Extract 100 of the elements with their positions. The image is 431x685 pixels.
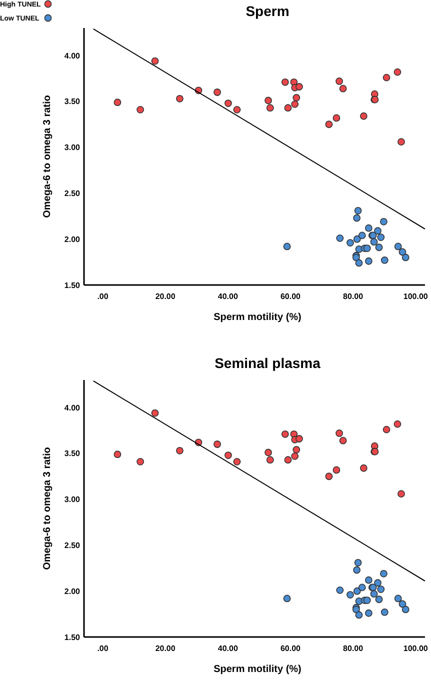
y-axis-title: Omega-6 to omega 3 ratio <box>42 447 53 570</box>
point <box>332 466 340 474</box>
point <box>377 586 385 593</box>
point <box>375 596 383 604</box>
point <box>364 609 372 617</box>
point <box>339 84 347 92</box>
point <box>281 78 289 86</box>
point <box>363 596 371 604</box>
point <box>292 94 300 102</box>
point <box>355 611 363 619</box>
point <box>360 464 368 472</box>
point <box>325 472 333 480</box>
point <box>264 448 272 456</box>
point <box>360 112 368 120</box>
point <box>336 78 343 85</box>
point <box>377 234 385 241</box>
point <box>364 576 372 584</box>
point <box>233 458 241 466</box>
point <box>332 114 340 122</box>
point <box>224 452 232 459</box>
point <box>358 584 366 592</box>
point <box>283 242 291 250</box>
point <box>291 452 299 460</box>
chart-title: Sperm <box>246 3 290 19</box>
x-tick-label: 20.00 <box>155 292 176 301</box>
point <box>398 248 406 256</box>
y-tick-label: 2.00 <box>64 234 81 244</box>
point <box>346 239 354 246</box>
point <box>224 100 232 107</box>
point <box>402 254 410 262</box>
point <box>363 244 371 252</box>
x-axis-title: Sperm motility (%) <box>214 312 302 323</box>
point <box>281 430 289 438</box>
point <box>136 106 144 114</box>
x-tick-label: .00 <box>97 644 109 653</box>
point <box>284 104 292 112</box>
point <box>291 100 299 108</box>
point <box>336 430 343 437</box>
point <box>398 490 405 498</box>
point <box>266 456 274 464</box>
y-tick-label: 4.00 <box>64 403 81 412</box>
y-tick-label: 4.00 <box>64 51 81 60</box>
point <box>266 104 274 112</box>
y-tick-label: 2.50 <box>64 541 81 550</box>
point <box>364 224 372 232</box>
x-tick-label: 40.00 <box>218 292 238 301</box>
point <box>346 591 354 598</box>
point <box>394 420 402 428</box>
point <box>233 106 241 114</box>
point <box>339 436 347 444</box>
point <box>380 608 388 616</box>
point <box>370 238 378 246</box>
point <box>374 579 382 587</box>
point <box>151 57 159 65</box>
point <box>336 234 344 242</box>
point <box>264 96 272 104</box>
point <box>355 259 363 267</box>
y-tick-label: 2.00 <box>64 586 81 596</box>
x-tick-label: 100.00 <box>403 644 428 653</box>
x-tick-label: 100.00 <box>403 292 428 301</box>
y-tick-label: 1.50 <box>64 280 81 290</box>
point <box>382 426 390 434</box>
point <box>214 440 221 448</box>
x-tick-label: 20.00 <box>155 644 176 653</box>
x-tick-label: 40.00 <box>218 644 238 653</box>
point <box>375 244 383 252</box>
point <box>380 218 388 226</box>
point <box>353 235 361 243</box>
point <box>353 587 361 595</box>
point <box>353 566 360 574</box>
x-tick-label: 60.00 <box>280 292 302 301</box>
point <box>394 594 402 602</box>
point <box>114 450 122 458</box>
point <box>325 120 333 128</box>
y-tick-label: 3.00 <box>64 495 81 504</box>
point <box>402 606 410 614</box>
point <box>214 88 221 96</box>
point <box>176 94 184 102</box>
y-tick-label: 3.50 <box>64 449 81 458</box>
point <box>296 435 303 442</box>
point <box>284 456 292 464</box>
y-axis-title: Omega-6 to omega 3 ratio <box>42 95 53 218</box>
point <box>292 446 300 454</box>
x-tick-label: 80.00 <box>343 644 364 653</box>
point <box>358 232 366 240</box>
point <box>114 98 122 106</box>
y-tick-label: 3.50 <box>64 97 81 106</box>
point <box>353 214 360 222</box>
y-tick-label: 3.00 <box>64 143 81 152</box>
point <box>394 68 402 76</box>
point <box>380 570 388 578</box>
point <box>136 458 144 466</box>
y-tick-label: 2.50 <box>64 189 81 198</box>
point <box>354 558 362 566</box>
point <box>380 256 388 264</box>
chart-title: Seminal plasma <box>214 355 321 371</box>
point <box>382 74 390 82</box>
point <box>176 446 184 454</box>
point <box>296 83 303 90</box>
point <box>364 257 372 265</box>
